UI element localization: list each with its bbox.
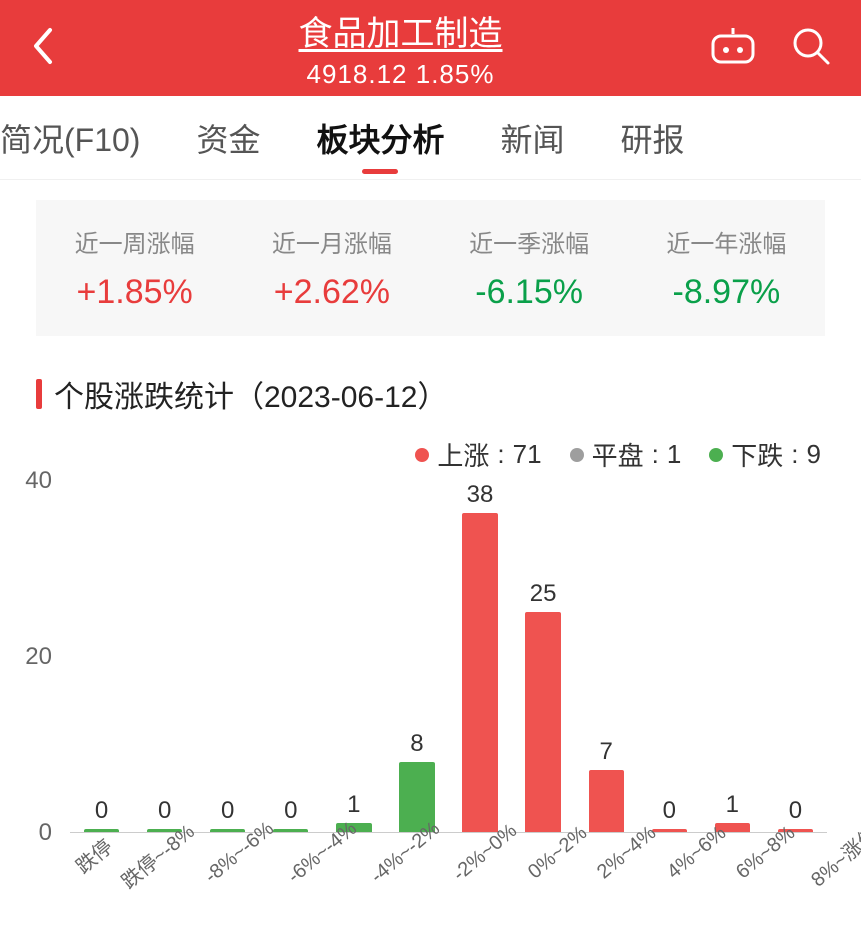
bar-col-0: 0 xyxy=(70,481,133,832)
legend-down: 下跌: 9 xyxy=(709,436,821,473)
bar xyxy=(210,829,245,832)
tab-0[interactable]: 简况(F10) xyxy=(0,96,168,180)
distribution-chart: 02040 0 0 0 0 1 8 38 25 7 0 1 0 跌停跌停~-8%-8%~-6%-6%~… xyxy=(10,481,837,911)
x-axis-labels: 跌停跌停~-8%-8%~-6%-6%~-4%-4%~-2%-2%~0%0%~2%… xyxy=(70,839,827,868)
chart-plot: 0 0 0 0 1 8 38 25 7 0 1 0 xyxy=(70,481,827,833)
section-title: 个股涨跌统计（2023-06-12） xyxy=(36,372,861,416)
legend-flat-count: 1 xyxy=(667,439,681,470)
tab-3[interactable]: 新闻 xyxy=(473,96,593,180)
bar-value: 0 xyxy=(221,797,234,825)
x-label: 跌停 xyxy=(69,831,118,879)
back-button[interactable] xyxy=(30,26,90,71)
y-tick: 20 xyxy=(25,643,52,671)
search-icon[interactable] xyxy=(791,26,831,71)
bar xyxy=(589,770,624,832)
legend-flat-dot xyxy=(570,448,584,462)
bar xyxy=(84,829,119,832)
bar-value: 1 xyxy=(347,791,360,819)
index-value: 4918.12 xyxy=(307,59,408,89)
bar-col-10: 1 xyxy=(701,481,764,832)
bar-value: 0 xyxy=(663,797,676,825)
y-tick: 40 xyxy=(25,467,52,495)
period-label: 近一季涨幅 xyxy=(431,224,628,259)
bar-col-7: 25 xyxy=(512,481,575,832)
period-label: 近一年涨幅 xyxy=(628,224,825,259)
bar-value: 0 xyxy=(284,797,297,825)
y-tick: 0 xyxy=(39,819,52,847)
bar xyxy=(462,513,497,832)
legend-up-label: 上涨 xyxy=(437,436,489,473)
bar-col-8: 7 xyxy=(575,481,638,832)
tab-bar: 简况(F10)资金板块分析新闻研报 xyxy=(0,96,861,180)
tab-2[interactable]: 板块分析 xyxy=(288,96,472,180)
tab-1[interactable]: 资金 xyxy=(168,96,288,180)
bar-col-4: 1 xyxy=(322,481,385,832)
legend-flat: 平盘: 1 xyxy=(570,436,682,473)
y-axis: 02040 xyxy=(10,481,60,833)
tab-4[interactable]: 研报 xyxy=(593,96,713,180)
bar-col-1: 0 xyxy=(133,481,196,832)
legend-down-count: 9 xyxy=(807,439,821,470)
bar-col-9: 0 xyxy=(638,481,701,832)
bar-col-6: 38 xyxy=(448,481,511,832)
period-cell-3: 近一年涨幅 -8.97% xyxy=(628,224,825,312)
period-value: -8.97% xyxy=(628,273,825,312)
sector-title: 食品加工制造 xyxy=(90,6,711,55)
bar-col-5: 8 xyxy=(385,481,448,832)
period-cell-0: 近一周涨幅 +1.85% xyxy=(36,224,233,312)
bar-col-11: 0 xyxy=(764,481,827,832)
legend-flat-label: 平盘 xyxy=(592,436,644,473)
bar-value: 0 xyxy=(789,797,802,825)
legend-up: 上涨: 71 xyxy=(415,436,541,473)
index-change: 1.85% xyxy=(416,59,495,89)
legend-up-count: 71 xyxy=(513,439,542,470)
legend-down-label: 下跌 xyxy=(731,436,783,473)
app-header: 食品加工制造 4918.12 1.85% xyxy=(0,0,861,96)
bar xyxy=(652,829,687,832)
period-label: 近一月涨幅 xyxy=(233,224,430,259)
period-summary: 近一周涨幅 +1.85%近一月涨幅 +2.62%近一季涨幅 -6.15%近一年涨幅 -8… xyxy=(36,200,825,336)
period-value: +2.62% xyxy=(233,273,430,312)
bar-value: 38 xyxy=(467,481,494,509)
period-label: 近一周涨幅 xyxy=(36,224,233,259)
bar-value: 1 xyxy=(726,791,739,819)
bar xyxy=(273,829,308,832)
sector-index: 4918.12 1.85% xyxy=(90,59,711,90)
bar-value: 7 xyxy=(599,738,612,766)
bar-value: 0 xyxy=(95,797,108,825)
section-title-text: 个股涨跌统计（2023-06-12） xyxy=(54,372,447,416)
legend-down-dot xyxy=(709,448,723,462)
robot-icon[interactable] xyxy=(711,26,755,71)
legend-up-dot xyxy=(415,448,429,462)
bar-value: 0 xyxy=(158,797,171,825)
chart-legend: 上涨: 71 平盘: 1 下跌: 9 xyxy=(0,436,861,473)
period-cell-1: 近一月涨幅 +2.62% xyxy=(233,224,430,312)
bar-col-2: 0 xyxy=(196,481,259,832)
period-value: +1.85% xyxy=(36,273,233,312)
bar xyxy=(525,612,560,832)
bar-col-3: 0 xyxy=(259,481,322,832)
header-title-block[interactable]: 食品加工制造 4918.12 1.85% xyxy=(90,6,711,90)
period-cell-2: 近一季涨幅 -6.15% xyxy=(431,224,628,312)
chevron-left-icon xyxy=(30,53,54,70)
bar-value: 25 xyxy=(530,580,557,608)
period-value: -6.15% xyxy=(431,273,628,312)
bar-value: 8 xyxy=(410,730,423,758)
